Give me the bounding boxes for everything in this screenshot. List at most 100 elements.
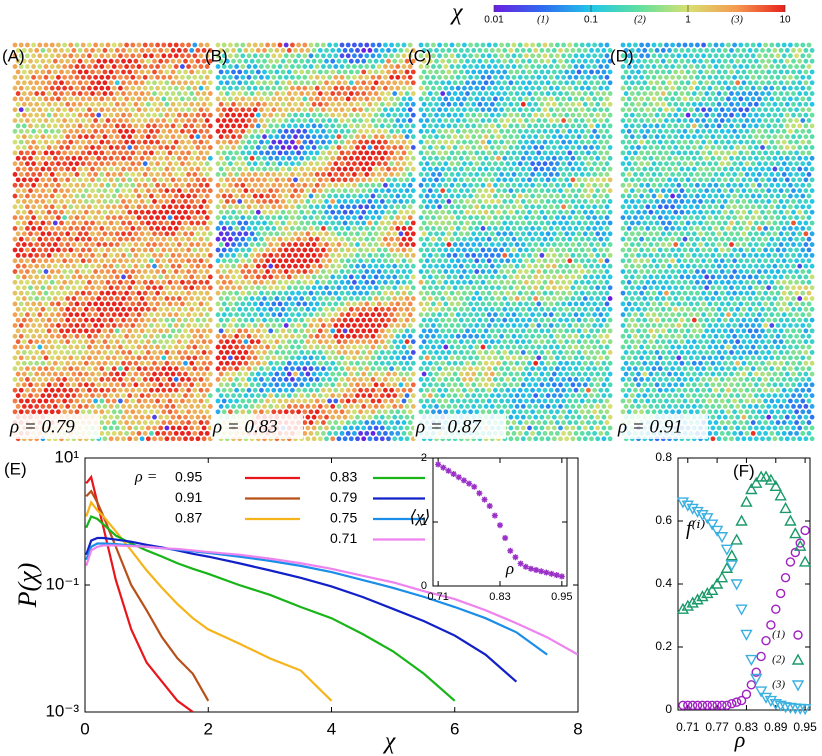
- particle: [373, 188, 379, 194]
- particle: [204, 236, 210, 242]
- particle: [173, 269, 179, 274]
- particle: [376, 96, 382, 102]
- particle: [71, 155, 77, 161]
- particle: [404, 69, 410, 75]
- particle: [355, 209, 360, 215]
- particle: [293, 274, 298, 280]
- particle: [274, 134, 280, 140]
- particle: [308, 279, 314, 285]
- particle: [407, 247, 413, 253]
- particle: [317, 350, 323, 355]
- particle: [314, 430, 320, 436]
- particle: [139, 436, 145, 442]
- particle: [246, 236, 252, 242]
- particle: [139, 69, 145, 75]
- particle: [218, 306, 224, 312]
- particle: [255, 188, 261, 194]
- particle: [268, 220, 274, 226]
- particle: [215, 258, 221, 264]
- particle: [299, 350, 305, 355]
- particle: [280, 47, 286, 53]
- particle: [139, 263, 145, 269]
- particle: [25, 333, 30, 339]
- particle: [183, 166, 188, 172]
- particle: [80, 269, 86, 274]
- particle: [367, 328, 373, 334]
- particle: [308, 290, 314, 296]
- particle: [249, 393, 255, 399]
- particle: [305, 263, 311, 269]
- particle: [336, 145, 342, 150]
- particle: [145, 393, 151, 399]
- particle: [252, 366, 258, 372]
- particle: [59, 91, 64, 96]
- particle: [352, 387, 357, 393]
- particle: [74, 128, 80, 134]
- particle: [56, 204, 61, 210]
- particle: [37, 355, 43, 361]
- particle: [43, 409, 49, 415]
- particle: [204, 398, 210, 404]
- particle: [293, 145, 298, 150]
- particle: [336, 263, 342, 269]
- particle: [49, 301, 55, 307]
- particle: [12, 215, 18, 221]
- particle: [265, 333, 270, 339]
- particle: [34, 145, 40, 150]
- particle: [352, 139, 357, 145]
- particle: [83, 177, 89, 183]
- particle: [99, 139, 105, 145]
- particle: [49, 312, 55, 318]
- particle: [401, 247, 407, 253]
- particle: [111, 355, 117, 361]
- particle: [59, 371, 64, 377]
- particle: [345, 355, 351, 361]
- particle: [308, 85, 314, 91]
- particle: [352, 236, 357, 242]
- particle: [198, 301, 204, 307]
- particle: [339, 333, 345, 339]
- particle: [74, 344, 80, 350]
- particle: [49, 366, 55, 372]
- particle: [324, 145, 329, 150]
- particle: [308, 355, 314, 361]
- particle: [404, 285, 410, 291]
- particle: [68, 96, 74, 102]
- particle: [40, 274, 46, 280]
- particle: [392, 220, 398, 226]
- particle: [145, 134, 151, 140]
- particle: [204, 64, 210, 69]
- particle: [321, 74, 326, 80]
- particle: [265, 139, 270, 145]
- particle: [327, 74, 332, 80]
- particle: [118, 182, 123, 188]
- particle: [234, 118, 240, 123]
- particle: [386, 414, 391, 420]
- particle: [87, 236, 92, 242]
- particle: [68, 269, 74, 274]
- particle: [83, 188, 89, 194]
- particle: [18, 182, 24, 188]
- particle: [410, 134, 416, 140]
- particle: [198, 247, 204, 253]
- particle: [90, 252, 95, 258]
- particle: [158, 69, 164, 75]
- particle: [130, 161, 136, 167]
- particle: [586, 64, 591, 69]
- particle: [404, 339, 410, 345]
- particle: [370, 150, 376, 156]
- particle: [152, 403, 157, 409]
- particle: [71, 209, 77, 215]
- particle: [46, 112, 52, 118]
- particle: [46, 360, 52, 366]
- particle: [383, 355, 388, 361]
- particle: [330, 339, 336, 345]
- particle: [133, 231, 139, 237]
- particle: [542, 64, 548, 69]
- particle: [96, 155, 102, 161]
- particle: [386, 123, 391, 129]
- particle: [68, 355, 74, 361]
- particle: [49, 387, 55, 393]
- particle: [99, 430, 105, 436]
- particle: [18, 387, 24, 393]
